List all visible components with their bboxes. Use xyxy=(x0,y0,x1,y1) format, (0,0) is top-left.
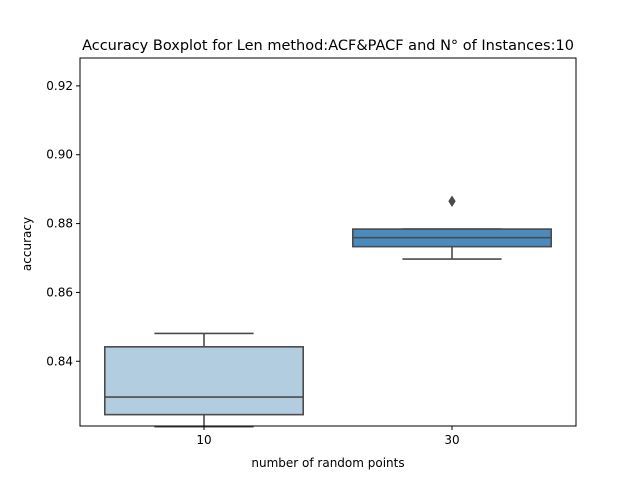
y-axis-label: accuracy xyxy=(20,217,34,271)
x-tick-label-10: 10 xyxy=(196,433,211,447)
plot-frame xyxy=(79,57,577,427)
outlier-30-0 xyxy=(448,195,456,207)
x-axis-label: number of random points xyxy=(251,456,404,470)
iqr-box-10 xyxy=(104,346,304,416)
y-tick-label-1: 0.86 xyxy=(46,285,73,299)
y-tick-label-3: 0.90 xyxy=(46,148,73,162)
y-tick-label-0: 0.84 xyxy=(46,354,73,368)
chart-title: Accuracy Boxplot for Len method:ACF&PACF… xyxy=(82,38,574,54)
box-10 xyxy=(104,332,304,428)
x-tick-label-30: 30 xyxy=(444,433,459,447)
y-tick-label-2: 0.88 xyxy=(46,217,73,231)
box-30 xyxy=(351,195,552,260)
y-tick-label-4: 0.92 xyxy=(46,79,73,93)
plot-area: 0.84 0.86 0.88 0.90 0.92 10 30 xyxy=(46,57,577,447)
